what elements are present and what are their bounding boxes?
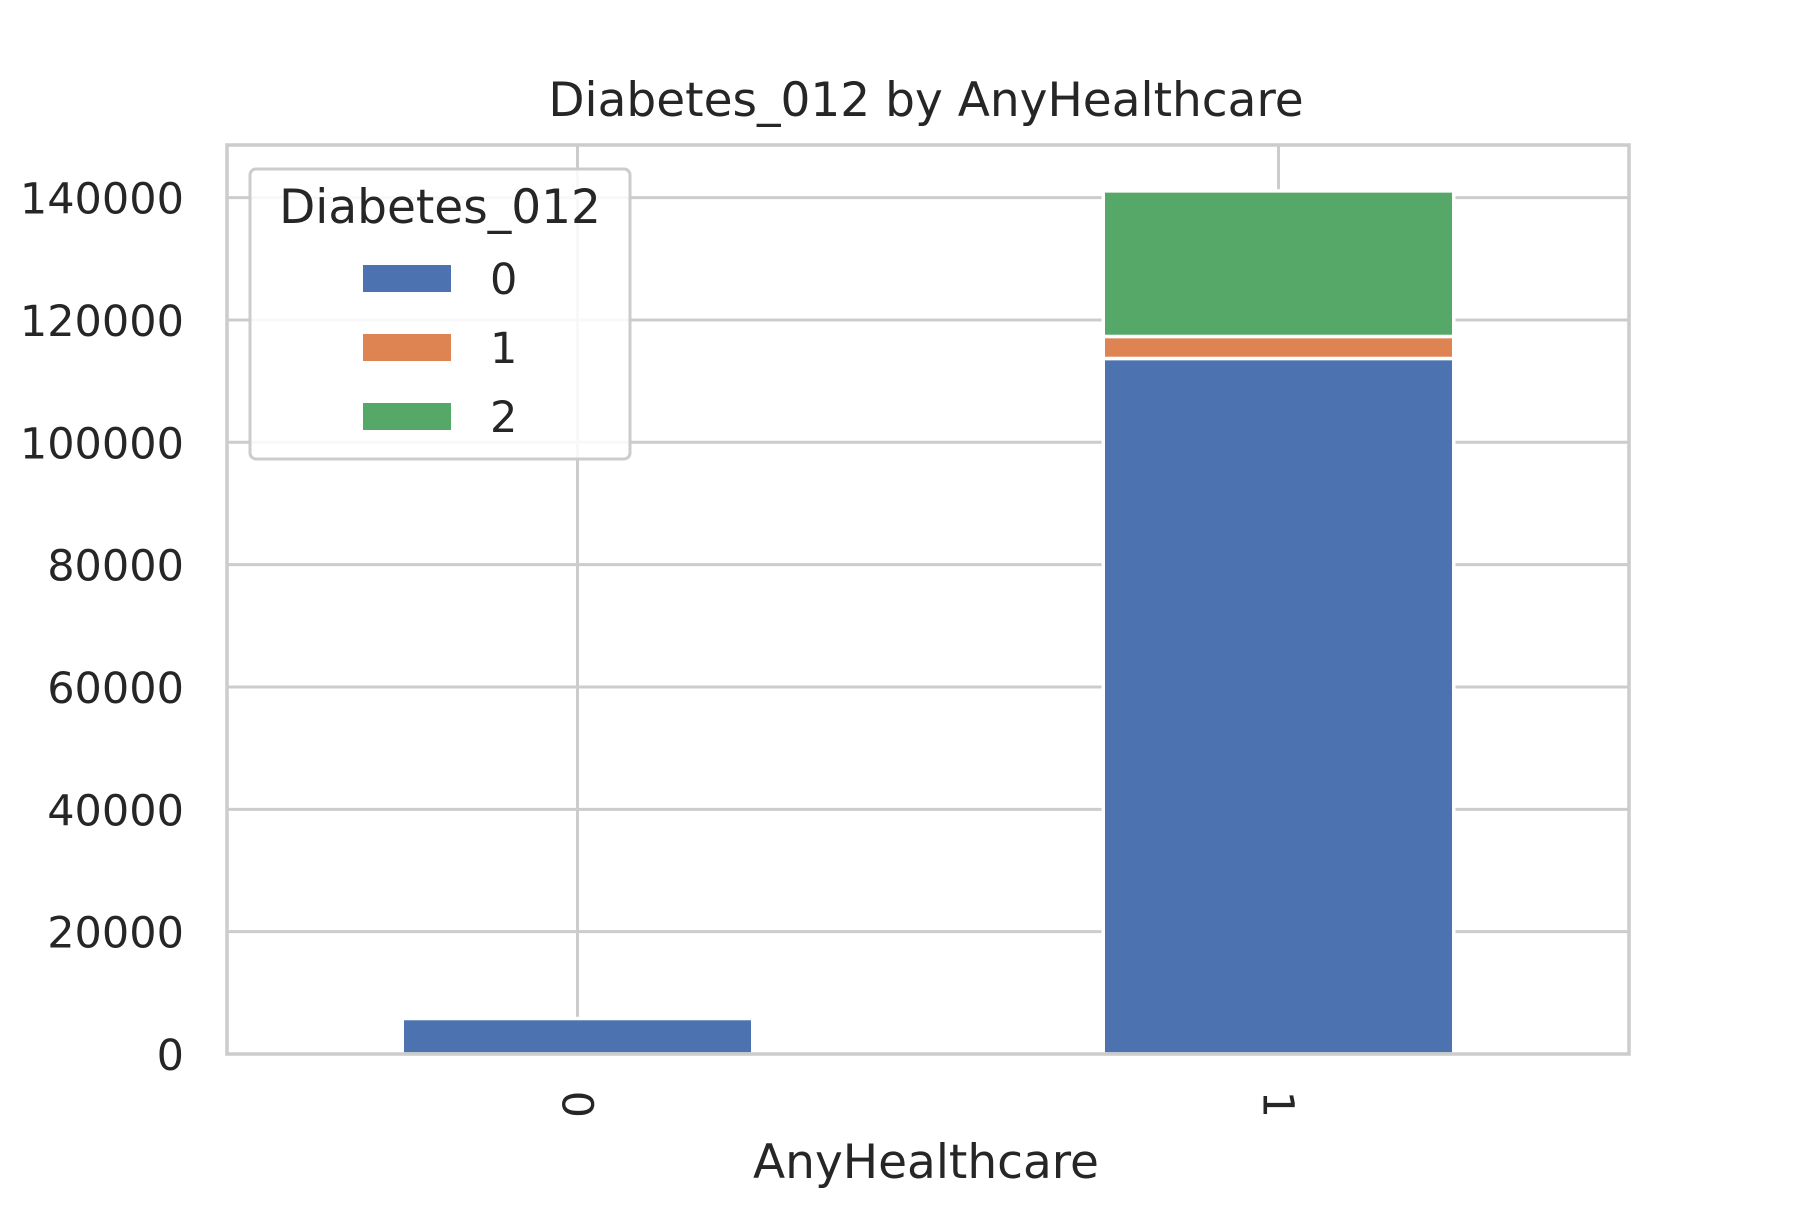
chart-title: Diabetes_012 by AnyHealthcare — [548, 73, 1303, 128]
legend-title: Diabetes_012 — [279, 180, 601, 235]
y-tick-label-1: 20000 — [47, 909, 184, 959]
y-tick-label-7: 140000 — [20, 175, 184, 225]
y-tick-label-2: 40000 — [47, 786, 184, 836]
legend: Diabetes_012 0 1 2 — [248, 167, 632, 461]
bar-1-series-2 — [1101, 189, 1456, 339]
legend-swatch-0 — [363, 265, 451, 292]
y-tick-label-0: 0 — [157, 1031, 184, 1081]
legend-swatch-1 — [363, 334, 451, 361]
legend-swatch-2 — [363, 403, 451, 430]
x-axis-label: AnyHealthcare — [753, 1135, 1099, 1190]
plot-area-frame — [225, 143, 1631, 1056]
y-axis-ticks: 0 20000 40000 60000 80000 100000 120000 140000 — [20, 175, 184, 1081]
legend-label-1: 1 — [490, 324, 517, 374]
x-tick-label-1: 1 — [1253, 1091, 1303, 1118]
y-tick-label-3: 60000 — [47, 664, 184, 714]
bars — [400, 189, 1456, 1056]
bar-1-series-1 — [1101, 334, 1456, 361]
bar-1-series-0 — [1101, 356, 1456, 1056]
legend-box — [248, 167, 632, 461]
bar-0-series-0 — [400, 1016, 755, 1056]
legend-label-2: 2 — [490, 393, 517, 443]
x-tick-label-0: 0 — [552, 1091, 602, 1118]
legend-label-0: 0 — [490, 255, 517, 305]
y-tick-label-4: 80000 — [47, 542, 184, 592]
y-tick-label-6: 120000 — [20, 297, 184, 347]
y-tick-label-5: 100000 — [20, 419, 184, 469]
